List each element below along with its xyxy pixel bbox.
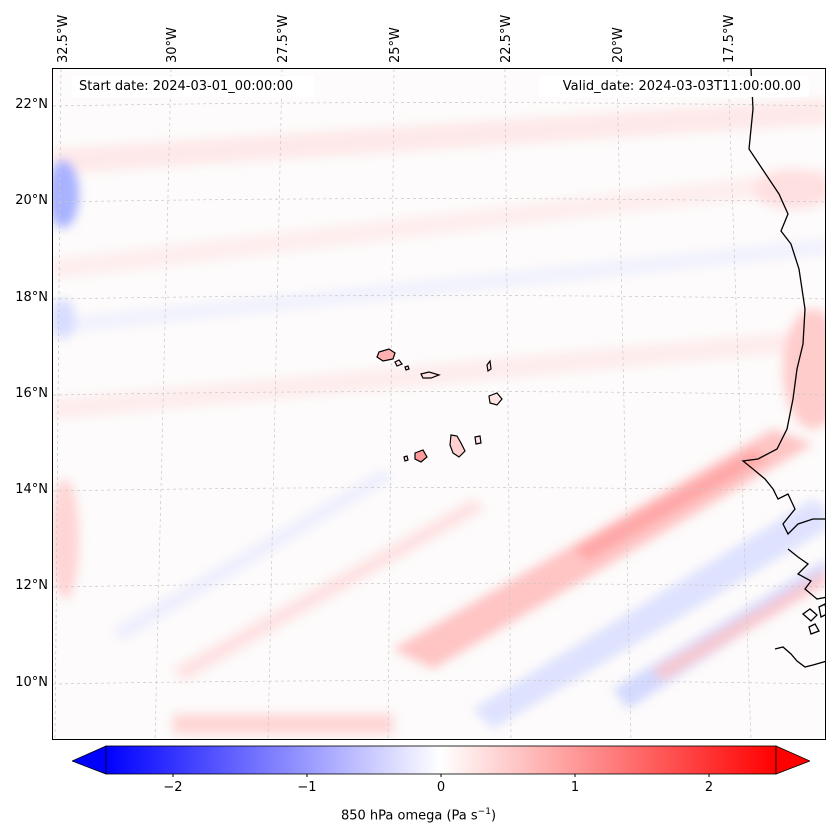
island-sao-vicente — [394, 359, 403, 367]
island-santa-luzia — [404, 365, 410, 371]
colorbar-tick-label: 1 — [570, 780, 580, 795]
island-fogo — [414, 449, 428, 463]
lon-label-20w: 20°W — [611, 27, 626, 63]
pos-band — [173, 499, 485, 681]
island-boa-vista — [488, 392, 503, 406]
lat-label-20n: 20°N — [15, 193, 48, 208]
lon-label-22.5w: 22.5°W — [499, 14, 514, 63]
colorbar-over-arrow — [775, 745, 810, 775]
colorbar-label: 850 hPa omega (Pa s−1) — [340, 807, 497, 824]
pos-band — [53, 169, 825, 279]
lat-label-18n: 18°N — [15, 290, 48, 305]
colorbar-body — [105, 745, 777, 775]
lon-label-30w: 30°W — [165, 27, 180, 63]
lat-label-10n: 10°N — [15, 675, 48, 690]
colorbar-tick-label: −1 — [297, 780, 317, 795]
pos-blob — [753, 169, 825, 209]
omega-field-map — [53, 69, 825, 739]
grid-lon-25w — [387, 69, 395, 739]
africa-coast-lower — [774, 646, 825, 668]
colorbar-tick-label: 2 — [704, 780, 714, 795]
island-santiago — [449, 434, 466, 458]
grid-lat-18n — [53, 295, 825, 300]
island-sao-nicolau — [420, 371, 441, 379]
island-santo-antao — [376, 348, 396, 362]
grid-lat-12n — [53, 583, 825, 588]
valid-date-label: Valid_date: 2024-03-03T11:00:00.00 — [556, 77, 807, 97]
pos-blob — [53, 479, 79, 599]
colorbar-tick-label: 0 — [436, 780, 446, 795]
lon-label-17.5w: 17.5°W — [722, 14, 737, 63]
neg-band — [53, 239, 825, 334]
neg-band — [473, 499, 825, 729]
lat-label-12n: 12°N — [15, 578, 48, 593]
colorbar-under-arrow — [72, 745, 107, 775]
bijagos-islands — [801, 603, 825, 635]
grid-lon-17.5w — [727, 69, 752, 739]
africa-coast-south — [787, 548, 825, 600]
lon-label-32.5w: 32.5°W — [56, 14, 71, 63]
map-panel: Start date: 2024-03-01_00:00:00 Valid_da… — [52, 68, 826, 740]
colorbar-tick-label: −2 — [163, 780, 183, 795]
grid-lon-27.5w — [267, 69, 283, 739]
grid-lon-30w — [154, 69, 172, 739]
africa-coast — [741, 69, 825, 536]
omega-shading — [53, 99, 825, 734]
lon-label-25w: 25°W — [388, 27, 403, 63]
grid-lon-20w — [616, 69, 632, 739]
cape-verde-islands — [376, 348, 503, 463]
start-date-label: Start date: 2024-03-01_00:00:00 — [73, 77, 300, 97]
coastline — [741, 69, 825, 668]
island-maio — [474, 435, 482, 445]
pos-band-core — [573, 449, 768, 561]
grid-lat-16n — [53, 391, 825, 396]
grid-lat-22n — [53, 102, 825, 107]
lat-label-14n: 14°N — [15, 482, 48, 497]
pos-band-bottom — [173, 714, 393, 734]
pos-band — [53, 99, 825, 174]
grid-lon-32.5w — [54, 69, 62, 739]
island-sal — [486, 359, 492, 373]
neg-band — [113, 469, 393, 641]
graticule — [53, 69, 825, 739]
island-brava — [403, 455, 409, 462]
neg-blob — [53, 160, 79, 228]
grid-lat-20n — [53, 198, 825, 203]
colorbar — [72, 745, 810, 777]
lat-label-16n: 16°N — [15, 386, 48, 401]
grid-lat-14n — [53, 487, 825, 492]
grid-lat-10n — [53, 680, 825, 685]
lon-label-27.5w: 27.5°W — [276, 14, 291, 63]
lat-label-22n: 22°N — [15, 97, 48, 112]
pos-band — [653, 570, 825, 681]
pos-band — [53, 329, 825, 419]
grid-lon-22.5w — [504, 69, 512, 739]
